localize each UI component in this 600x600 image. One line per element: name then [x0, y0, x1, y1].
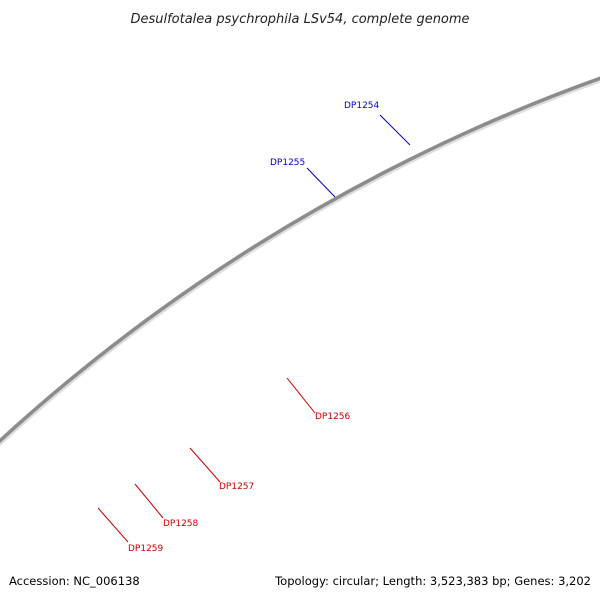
gene-label-DP1258[interactable]: DP1258	[134, 483, 199, 529]
gene-label-text: DP1255	[270, 158, 305, 168]
gene-label-DP1254[interactable]: DP1254	[344, 101, 411, 146]
gene-label-text: DP1254	[344, 101, 380, 111]
leader-line	[306, 167, 336, 198]
leader-line	[134, 483, 164, 519]
leader-line	[286, 377, 316, 414]
accession-label: Accession: NC_006138	[9, 574, 140, 588]
backbone-shadow	[0, 76, 600, 447]
gene-label-text: DP1259	[128, 544, 164, 554]
backbone	[0, 76, 600, 447]
gene-label-text: DP1256	[315, 412, 351, 422]
gene-label-text: DP1257	[219, 482, 254, 492]
gene-label-text: DP1258	[163, 519, 199, 529]
genome-summary: Topology: circular; Length: 3,523,383 bp…	[275, 574, 591, 588]
gene-label-DP1255[interactable]: DP1255	[270, 158, 336, 198]
backbone-line	[0, 76, 600, 444]
gene-label-DP1257[interactable]: DP1257	[189, 447, 254, 492]
gene-label-DP1259[interactable]: DP1259	[97, 507, 164, 554]
map-title: Desulfotalea psychrophila LSv54, complet…	[130, 12, 469, 27]
leader-line	[379, 114, 411, 146]
leader-line	[97, 507, 129, 543]
gene-layer: DP1254 DP1255 DP1256 DP1257 DP1258 DP1259	[97, 101, 411, 554]
gene-label-DP1256[interactable]: DP1256	[286, 377, 351, 422]
leader-line	[189, 447, 221, 483]
